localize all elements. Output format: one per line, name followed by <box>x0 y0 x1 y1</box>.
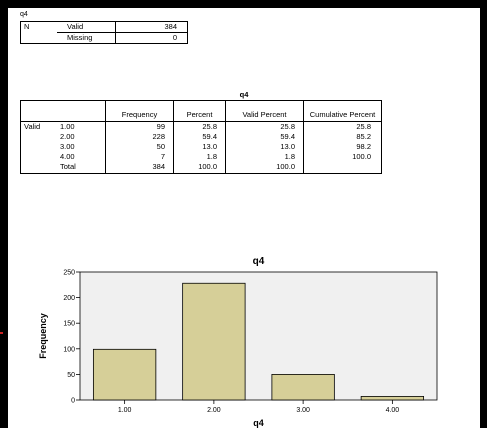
output-viewer-panel: q4 N Valid 384 Missing 0 q4 Frequency Pe… <box>8 8 480 428</box>
y-tick-label: 0 <box>71 398 75 405</box>
bar <box>92 348 157 401</box>
row-value: 384 <box>115 21 188 33</box>
statistics-title: q4 <box>20 11 28 18</box>
y-tick-label: 150 <box>63 321 75 328</box>
cell-valid-percent: 13.0 <box>225 142 304 152</box>
statistics-table: N Valid 384 Missing 0 <box>20 21 188 44</box>
cell-valid-percent: 100.0 <box>225 162 304 174</box>
y-tick-label: 200 <box>63 295 75 302</box>
row-label: Missing <box>57 32 116 44</box>
right-border <box>480 0 487 428</box>
y-axis-label: Frequency <box>38 313 48 359</box>
bar <box>360 396 425 401</box>
frequency-table: Frequency Percent Valid Percent Cumulati… <box>20 100 382 174</box>
x-tick-label: 2.00 <box>207 407 221 414</box>
cell-valid-percent: 25.8 <box>225 121 304 132</box>
cell-valid-percent: 59.4 <box>225 132 304 142</box>
x-axis-label: q4 <box>253 418 264 428</box>
cell-frequency: 7 <box>105 152 174 162</box>
row-label: 1.00 <box>57 121 106 132</box>
cell-percent: 59.4 <box>173 132 226 142</box>
cell-frequency: 228 <box>105 132 174 142</box>
chart-title: q4 <box>253 256 265 267</box>
cell-frequency: 384 <box>105 162 174 174</box>
red-marker <box>0 332 3 334</box>
cell-frequency: 50 <box>105 142 174 152</box>
table-row: Valid 1.00 99 25.8 25.8 25.8 <box>21 121 382 132</box>
table-row: Missing 0 <box>21 32 188 44</box>
cell-cumulative: 100.0 <box>352 152 371 161</box>
row-label: Total <box>57 162 106 174</box>
table-row: N Valid 384 <box>21 21 188 33</box>
cell-cumulative: 85.2 <box>356 132 371 141</box>
table-row: Total 384 100.0 100.0 <box>21 162 382 174</box>
cell-percent: 100.0 <box>173 162 226 174</box>
y-tick-label: 50 <box>67 372 75 379</box>
header-percent: Percent <box>173 100 226 122</box>
x-tick-label: 3.00 <box>296 407 310 414</box>
cell-cumulative: 98.2 <box>356 142 371 151</box>
bar <box>182 282 246 401</box>
y-tick-label: 250 <box>63 270 75 277</box>
row-label: 4.00 <box>57 152 106 162</box>
header-frequency: Frequency <box>105 100 174 122</box>
header-cumulative-percent: Cumulative Percent <box>303 100 382 122</box>
header-valid-percent: Valid Percent <box>225 100 304 122</box>
row-label: 2.00 <box>57 132 106 142</box>
top-border <box>0 0 487 8</box>
cell-cumulative <box>304 162 382 174</box>
cell-percent: 13.0 <box>173 142 226 152</box>
bar <box>271 374 335 401</box>
cell-cumulative: 25.8 <box>356 122 371 131</box>
row-label: Valid <box>67 22 84 31</box>
table-row: 2.00 228 59.4 59.4 85.2 <box>21 132 382 142</box>
y-tick-label: 100 <box>63 346 75 353</box>
cell-percent: 25.8 <box>173 121 226 132</box>
cell-frequency: 99 <box>105 121 174 132</box>
row-label: 3.00 <box>57 142 106 152</box>
table-row: 3.00 50 13.0 13.0 98.2 <box>21 142 382 152</box>
row-value: 0 <box>115 32 188 44</box>
group-label: Valid <box>24 122 41 131</box>
cell-percent: 1.8 <box>173 152 226 162</box>
bar-chart: q4 0 50 100 150 200 250 Frequency 1.00 2.00 3.00 4.… <box>38 256 438 428</box>
x-tick-label: 4.00 <box>386 407 400 414</box>
table-row: 4.00 7 1.8 1.8 100.0 <box>21 152 382 162</box>
cell-valid-percent: 1.8 <box>225 152 304 162</box>
n-label: N <box>24 22 30 32</box>
frequency-table-title: q4 <box>239 90 249 99</box>
table-header-row: Frequency Percent Valid Percent Cumulati… <box>20 100 382 122</box>
x-tick-label: 1.00 <box>118 407 132 414</box>
